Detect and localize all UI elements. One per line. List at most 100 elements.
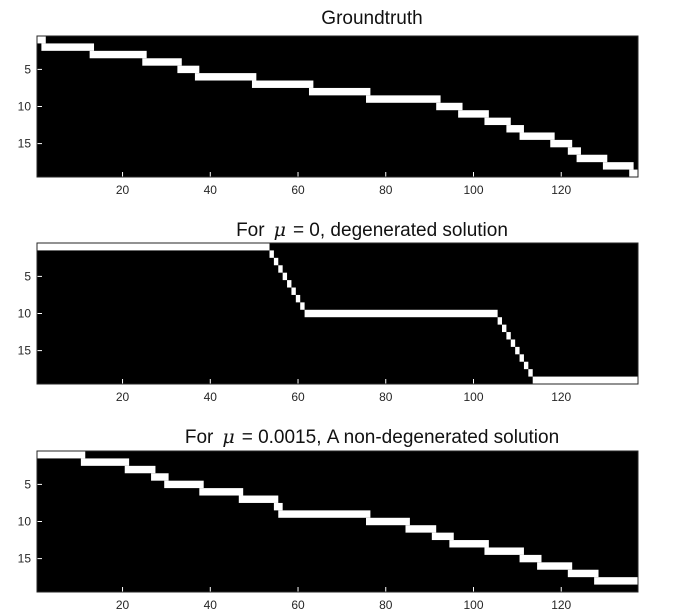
x-tick-label: 60 [291, 598, 305, 612]
heatmap-cell-run [37, 243, 270, 251]
heatmap-background [37, 36, 638, 177]
heatmap-cell-run [199, 488, 244, 496]
heatmap-cell-run [523, 361, 529, 370]
heatmap-cell-run [151, 473, 169, 481]
heatmap-cell-run [629, 169, 638, 177]
heatmap-cell-run [519, 132, 555, 140]
heatmap-cell-run [89, 50, 147, 59]
heatmap-cell-run [273, 257, 279, 266]
heatmap-cell-run [528, 369, 533, 377]
heatmap-cell-run [602, 162, 634, 170]
y-tick-label: 5 [24, 477, 31, 491]
y-tick-label: 10 [18, 100, 32, 114]
title-rest: = 0.0015, A non-degenerated solution [242, 427, 559, 448]
x-tick-label: 20 [116, 390, 130, 404]
heatmap-cell-run [506, 332, 511, 340]
heatmap-cell-run [37, 36, 46, 44]
x-tick-label: 120 [551, 183, 571, 197]
heatmap-cell-run [458, 110, 489, 118]
heatmap-cell-run [532, 376, 638, 384]
heatmap-cell-run [37, 451, 86, 459]
heatmap-plot: 20 40 60 80 100 120 5 10 15 [18, 450, 639, 612]
title-prefix: For [236, 220, 265, 241]
x-tick-label: 60 [291, 183, 305, 197]
heatmap-cell-run [278, 510, 371, 518]
x-tick-label: 80 [379, 183, 393, 197]
heatmap-cell-run [594, 577, 638, 585]
x-tick-label: 60 [291, 390, 305, 404]
axes-box [36, 450, 639, 593]
heatmap-cell-run [366, 95, 441, 103]
heatmap-cell-run [484, 547, 524, 555]
heatmap-cell-run [124, 465, 156, 474]
heatmap-cell-run [238, 495, 279, 503]
x-tick-label: 40 [204, 183, 218, 197]
x-tick-label: 120 [551, 390, 571, 404]
heatmap-cell-run [510, 339, 516, 347]
heatmap-cell-run [164, 480, 204, 489]
heatmap-cell-run [567, 147, 581, 155]
axes-box [36, 242, 639, 385]
heatmap-cell-run [41, 43, 95, 51]
heatmap-cell-run [80, 458, 130, 466]
mu-symbol: μ [274, 219, 286, 241]
x-tick-label: 100 [463, 598, 483, 612]
y-tick-label: 10 [18, 307, 32, 321]
heatmap-cell-run [282, 272, 288, 281]
y-tick-label: 5 [24, 269, 31, 283]
heatmap-cell-run [287, 280, 292, 288]
panel-groundtruth: Groundtruth 20 40 60 80 100 120 5 10 15 [18, 8, 639, 197]
x-tick-label: 80 [379, 598, 393, 612]
heatmap-cell-run [405, 525, 437, 533]
heatmap-cell-run [431, 532, 454, 541]
heatmap-cell-run [177, 65, 200, 74]
x-tick-label: 40 [204, 390, 218, 404]
heatmap-cell-run [300, 302, 305, 310]
panel-title: Groundtruth [321, 8, 422, 29]
heatmap-cell-run [550, 139, 573, 148]
heatmap-cell-run [295, 294, 301, 303]
x-tick-label: 100 [463, 390, 483, 404]
heatmap-cell-run [484, 117, 511, 126]
axes-box [36, 35, 639, 178]
heatmap-cell-run [449, 540, 489, 548]
y-tick-label: 5 [24, 62, 31, 76]
panel-mu-zero: For μ = 0, degenerated solution 20 40 60 80 10… [18, 219, 639, 404]
heatmap-cell-run [291, 287, 296, 295]
heatmap-cell-run [273, 502, 283, 511]
heatmap-cell-run [304, 309, 498, 318]
heatmap-plot: 20 40 60 80 100 120 5 10 15 [18, 35, 639, 197]
y-tick-label: 15 [18, 137, 32, 151]
heatmap-cell-run [366, 517, 410, 526]
y-tick-label: 10 [18, 515, 32, 529]
heatmap-cell-run [269, 250, 274, 258]
heatmap-cell-run [502, 324, 507, 333]
title-prefix: For [185, 427, 214, 448]
panel-mu-0-0015: For μ = 0.0015, A non-degenerated solution… [18, 426, 639, 612]
x-tick-label: 120 [551, 598, 571, 612]
heatmap-cell-run [567, 569, 599, 578]
mu-symbol: μ [222, 426, 234, 448]
y-tick-label: 15 [18, 552, 32, 566]
heatmap-cell-run [308, 87, 371, 96]
title-rest: = 0, degenerated solution [293, 220, 508, 241]
heatmap-cell-run [515, 346, 520, 355]
heatmap-cell-run [497, 317, 503, 325]
panel-title: For μ = 0, degenerated solution [236, 219, 508, 241]
heatmap-cell-run [194, 73, 257, 81]
heatmap-cell-run [519, 354, 524, 362]
heatmap-cell-run [519, 554, 542, 563]
x-tick-label: 40 [204, 598, 218, 612]
heatmap-cell-run [576, 154, 608, 163]
heatmap-cell-run [278, 265, 283, 273]
heatmap-cell-run [436, 102, 463, 111]
heatmap-cell-run [506, 125, 524, 133]
x-tick-label: 20 [116, 598, 130, 612]
y-tick-label: 15 [18, 344, 32, 358]
x-tick-label: 100 [463, 183, 483, 197]
heatmap-cell-run [142, 58, 182, 66]
heatmap-cell-run [251, 80, 314, 88]
heatmap-cell-run [537, 562, 573, 570]
x-tick-label: 80 [379, 390, 393, 404]
